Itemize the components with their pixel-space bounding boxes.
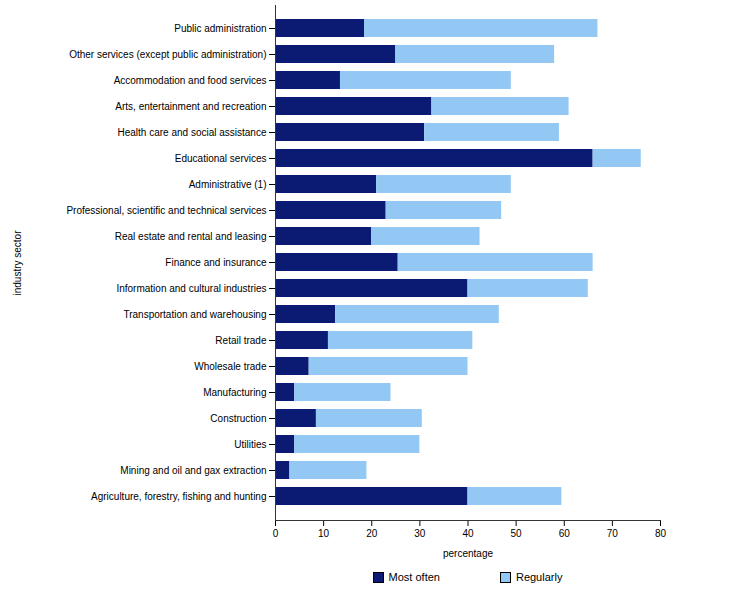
svg-text:industry sector: industry sector — [12, 230, 23, 296]
svg-text:Educational services: Educational services — [175, 153, 267, 164]
svg-text:70: 70 — [607, 528, 619, 539]
svg-text:Agriculture, forestry, fishing: Agriculture, forestry, fishing and hunti… — [91, 491, 266, 502]
html-text:Most often: Most often — [388, 571, 440, 583]
svg-text:Utilities: Utilities — [234, 439, 266, 450]
svg-text:Arts, entertainment and recrea: Arts, entertainment and recreation — [115, 101, 266, 112]
svg-text:20: 20 — [366, 528, 378, 539]
svg-text:80: 80 — [655, 528, 667, 539]
svg-text:0: 0 — [273, 528, 279, 539]
svg-text:Health care and social assista: Health care and social assistance — [118, 127, 267, 138]
svg-text:60: 60 — [559, 528, 571, 539]
svg-text:Accommodation and food service: Accommodation and food services — [114, 75, 267, 86]
svg-text:Finance and insurance: Finance and insurance — [165, 257, 267, 268]
svg-text:Real estate and rental and lea: Real estate and rental and leasing — [115, 231, 267, 242]
svg-text:Information and cultural indus: Information and cultural industries — [116, 283, 266, 294]
svg-text:percentage: percentage — [443, 548, 493, 559]
svg-text:Public administration: Public administration — [174, 23, 266, 34]
svg-text:Transportation and warehousing: Transportation and warehousing — [123, 309, 266, 320]
svg-text:Mining and oil and gax extract: Mining and oil and gax extraction — [120, 465, 266, 476]
svg-text:Construction: Construction — [210, 413, 266, 424]
svg-text:Manufacturing: Manufacturing — [203, 387, 266, 398]
svg-text:Professional, scientific and t: Professional, scientific and technical s… — [66, 205, 266, 216]
svg-text:30: 30 — [414, 528, 426, 539]
svg-text:10: 10 — [318, 528, 330, 539]
svg-text:Other services (except public: Other services (except public administra… — [69, 49, 266, 60]
svg-text:Administrative (1): Administrative (1) — [189, 179, 267, 190]
html-text:Regularly: Regularly — [515, 571, 563, 583]
svg-text:40: 40 — [462, 528, 474, 539]
svg-text:Retail trade: Retail trade — [215, 335, 267, 346]
svg-text:50: 50 — [511, 528, 523, 539]
svg-text:Wholesale trade: Wholesale trade — [194, 361, 267, 372]
